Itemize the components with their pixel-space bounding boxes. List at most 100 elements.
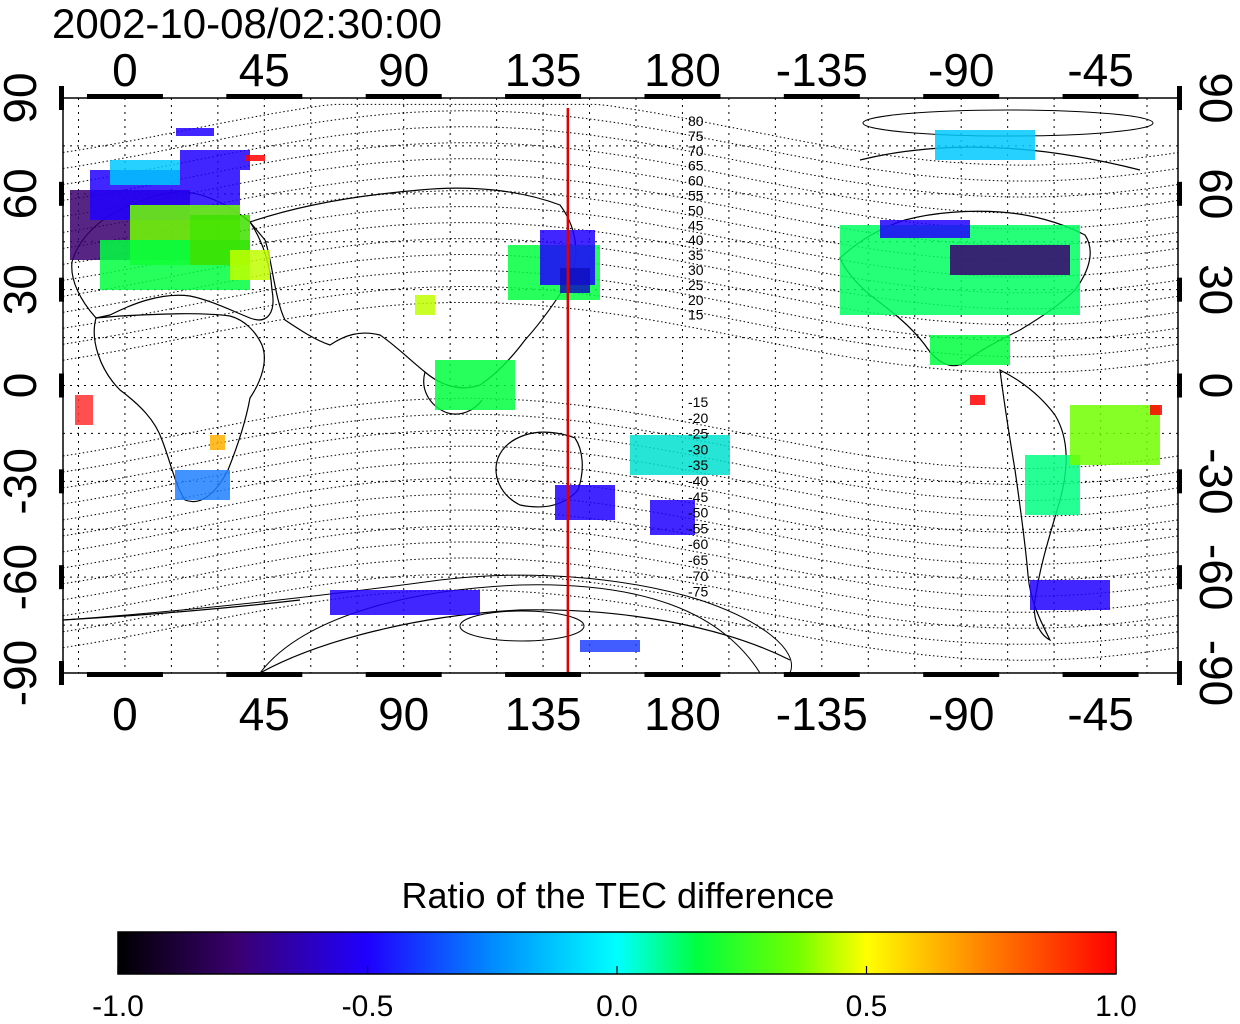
mlat-label: 30 bbox=[688, 262, 704, 278]
x-tick-label-top: -135 bbox=[776, 44, 868, 96]
mlat-contour bbox=[63, 158, 1178, 230]
mlat-label: 50 bbox=[688, 202, 704, 218]
y-tick-bar bbox=[1177, 277, 1182, 302]
tec-patch bbox=[1150, 405, 1162, 415]
tec-patch bbox=[415, 295, 435, 315]
south-contour bbox=[63, 574, 792, 673]
coastline bbox=[495, 431, 583, 508]
x-tick-bar bbox=[1062, 672, 1139, 677]
x-tick-bar bbox=[365, 94, 442, 99]
south-pole-contour bbox=[459, 610, 585, 642]
x-tick-label-bottom: 180 bbox=[644, 688, 721, 740]
x-tick-label-bottom: -135 bbox=[776, 688, 868, 740]
x-tick-label-bottom: -90 bbox=[928, 688, 994, 740]
map-frame bbox=[62, 97, 1179, 674]
y-tick-label-right: -90 bbox=[1190, 640, 1240, 706]
mlat-label: -70 bbox=[688, 568, 708, 584]
mlat-label: -55 bbox=[688, 520, 708, 536]
mlat-label: 25 bbox=[688, 277, 704, 293]
tec-patch bbox=[230, 250, 270, 280]
x-tick-bar bbox=[86, 672, 163, 677]
mlat-label: 45 bbox=[688, 217, 704, 233]
mlat-contour bbox=[63, 477, 1178, 549]
y-tick-label-right: 30 bbox=[1190, 264, 1240, 315]
mlat-label: 20 bbox=[688, 292, 704, 308]
y-tick-bar bbox=[59, 565, 64, 590]
y-tick-bar bbox=[1177, 86, 1182, 110]
colorbar-tick-label: 0.5 bbox=[846, 990, 888, 1023]
x-tick-bar bbox=[86, 94, 163, 99]
mlat-contour bbox=[63, 270, 1178, 342]
tec-patch bbox=[435, 360, 515, 410]
mlat-contour bbox=[63, 461, 1178, 533]
mlat-contour bbox=[63, 493, 1178, 565]
x-tick-bar bbox=[1062, 94, 1139, 99]
mlat-contour bbox=[63, 509, 1178, 581]
coastline bbox=[259, 609, 791, 673]
tec-patch bbox=[630, 435, 730, 475]
x-tick-label-bottom: 135 bbox=[505, 688, 582, 740]
y-tick-bar bbox=[59, 373, 64, 398]
tec-patch bbox=[1070, 405, 1160, 465]
x-tick-label-top: 90 bbox=[378, 44, 429, 96]
mlat-label: 55 bbox=[688, 188, 704, 204]
tec-patch bbox=[210, 435, 225, 450]
tec-patch bbox=[950, 245, 1070, 275]
mlat-label: -25 bbox=[688, 426, 708, 442]
south-contour bbox=[259, 584, 761, 673]
tec-patch bbox=[180, 150, 250, 170]
y-tick-bar bbox=[59, 469, 64, 494]
mlat-label: -35 bbox=[688, 457, 708, 473]
mlat-contour bbox=[63, 541, 1178, 613]
mlat-contour bbox=[63, 557, 1178, 629]
colorbar-tick-label: 1.0 bbox=[1095, 990, 1137, 1023]
y-tick-label-right: -60 bbox=[1190, 544, 1240, 610]
y-tick-label-left: -90 bbox=[0, 640, 46, 706]
y-tick-bar bbox=[59, 277, 64, 302]
x-tick-bar bbox=[644, 94, 721, 99]
x-tick-label-bottom: 90 bbox=[378, 688, 429, 740]
x-axis-top-labels: 0 45 90 135 180 -135 -90 -45 bbox=[112, 44, 1134, 96]
colorbar-title: Ratio of the TEC difference bbox=[402, 875, 835, 916]
y-tick-label-left: 60 bbox=[0, 168, 46, 219]
tec-patch bbox=[935, 130, 1035, 160]
mlat-contour bbox=[63, 126, 1178, 198]
mlat-contour bbox=[63, 413, 1178, 485]
y-tick-bar bbox=[59, 86, 64, 110]
x-tick-bar bbox=[505, 94, 582, 99]
mlat-label: -45 bbox=[688, 489, 708, 505]
x-tick-bar bbox=[365, 672, 442, 677]
x-tick-bar bbox=[923, 672, 1000, 677]
mlat-label: -60 bbox=[688, 536, 708, 552]
tec-patch bbox=[175, 470, 230, 500]
tec-patch bbox=[110, 160, 180, 185]
mlat-contour bbox=[63, 525, 1178, 597]
mlat-label: -50 bbox=[688, 505, 708, 521]
colorbar-tick-label: -0.5 bbox=[342, 990, 394, 1023]
graticule-grid bbox=[63, 98, 1178, 673]
coastline bbox=[93, 313, 265, 503]
x-tick-label-bottom: -45 bbox=[1067, 688, 1133, 740]
mlat-contour bbox=[63, 174, 1178, 246]
tec-patch bbox=[880, 220, 970, 238]
timestamp-title: 2002-10-08/02:30:00 bbox=[52, 0, 442, 47]
colorbar-tick-label: 0.0 bbox=[596, 990, 638, 1023]
mlat-label: -30 bbox=[688, 441, 708, 457]
tec-data-patches bbox=[70, 128, 1162, 652]
y-tick-bar bbox=[1177, 469, 1182, 494]
x-tick-bar bbox=[226, 672, 303, 677]
tec-patch bbox=[75, 395, 93, 425]
x-tick-label-top: -90 bbox=[928, 44, 994, 96]
mlat-contour bbox=[63, 573, 1178, 645]
mlat-label: -40 bbox=[688, 473, 708, 489]
y-tick-bar bbox=[1177, 181, 1182, 206]
y-tick-label-right: 60 bbox=[1190, 168, 1240, 219]
y-tick-label-left: -60 bbox=[0, 544, 46, 610]
x-tick-label-top: 45 bbox=[239, 44, 290, 96]
y-axis-right-labels: 90 60 30 0 -30 -60 -90 bbox=[1190, 72, 1240, 706]
tec-patch bbox=[555, 485, 615, 520]
x-tick-label-bottom: 45 bbox=[239, 688, 290, 740]
y-tick-bar bbox=[59, 661, 64, 685]
x-tick-label-top: 0 bbox=[112, 44, 138, 96]
